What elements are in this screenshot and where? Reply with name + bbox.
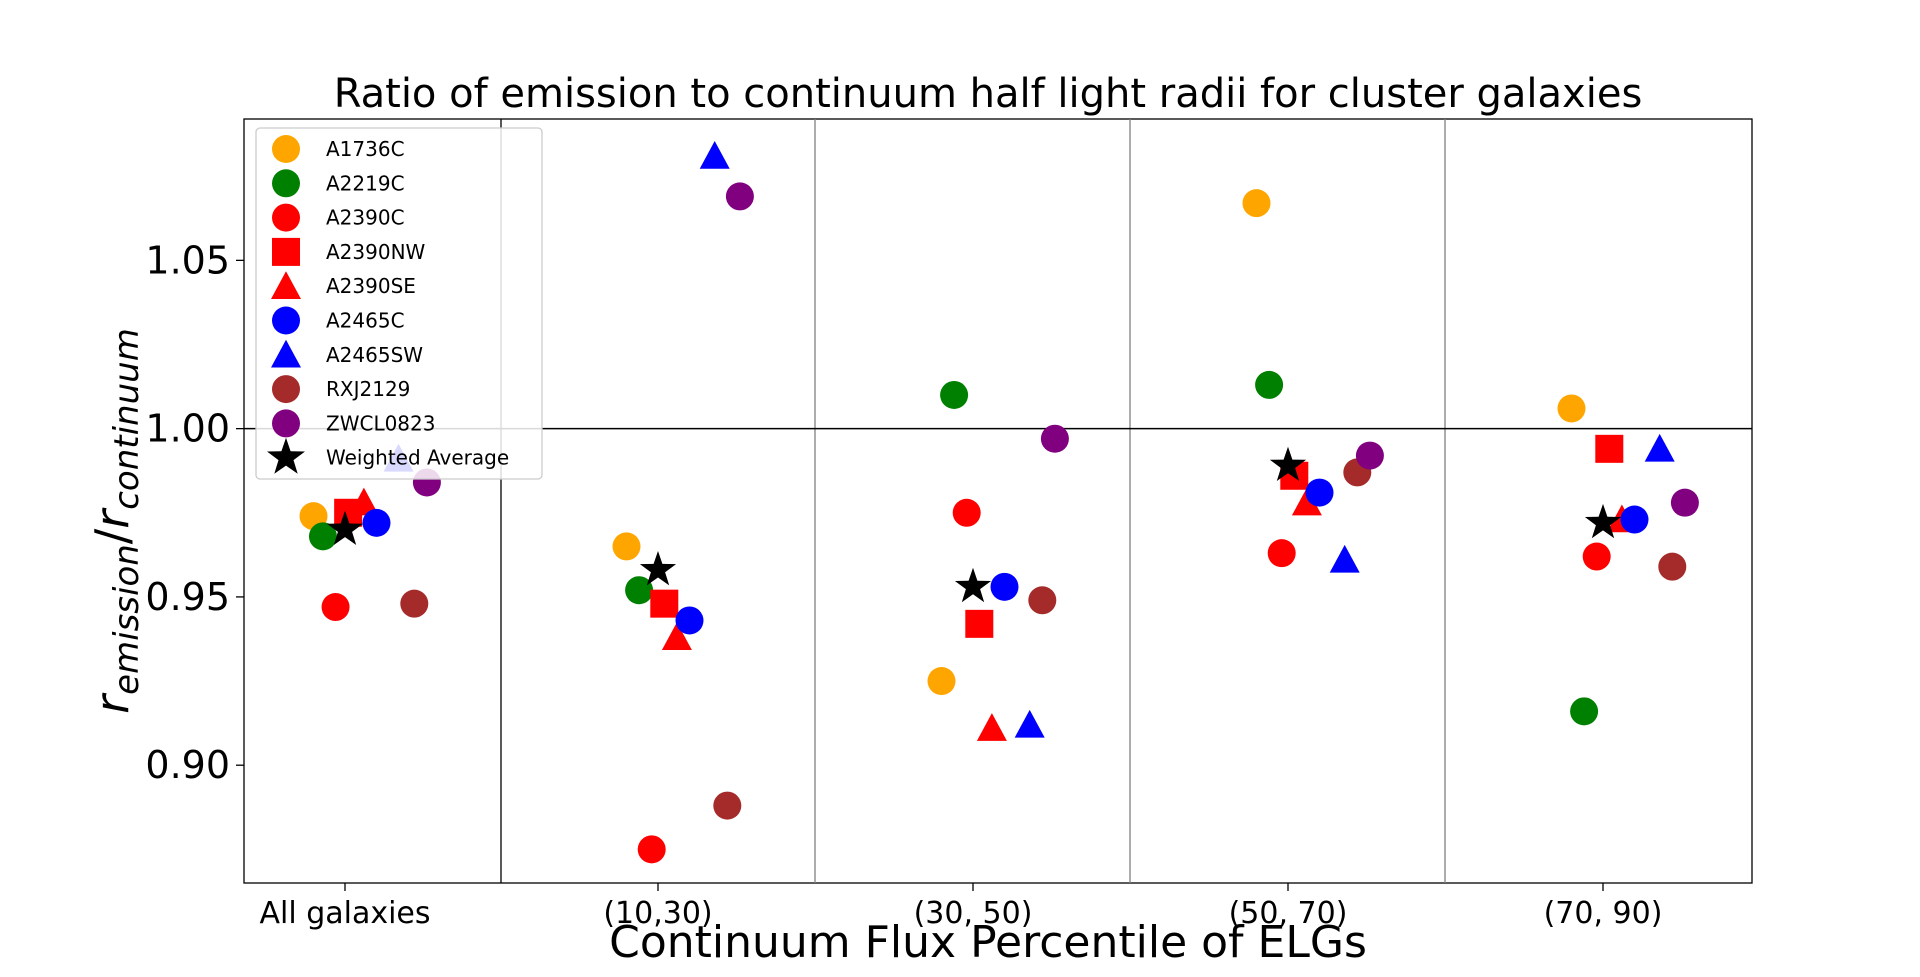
x-axis: All galaxies (10,30) (30, 50) (50, 70) (70, … bbox=[259, 883, 1662, 931]
y-axis-label: remission/rcontinuum bbox=[85, 328, 147, 714]
point-a2390nw bbox=[965, 609, 994, 638]
legend: A1736C A2219C A2390C A2390NW A2390SE A2465C A2… bbox=[255, 127, 543, 480]
y-tick-label: 1.05 bbox=[145, 238, 230, 282]
legend-label: ZWCL0823 bbox=[326, 411, 435, 435]
point-a1736c bbox=[612, 532, 641, 561]
point-a2390c bbox=[1582, 542, 1611, 571]
legend-box bbox=[255, 127, 543, 480]
point-a2465sw bbox=[699, 141, 730, 169]
point-a2219c bbox=[940, 380, 969, 409]
point-a1736c bbox=[1557, 394, 1586, 423]
legend-label: A2465C bbox=[326, 309, 405, 333]
legend-label: A2390C bbox=[326, 206, 405, 230]
point-a2465sw bbox=[1329, 544, 1360, 573]
x-axis-label: Continuum Flux Percentile of ELGs bbox=[609, 917, 1367, 968]
point-a2390c bbox=[952, 498, 981, 527]
point-a2219c bbox=[1255, 370, 1284, 399]
y-axis: 0.90 0.95 1.00 1.05 bbox=[145, 238, 244, 787]
point-a1736c bbox=[1242, 189, 1271, 218]
point-a2219c bbox=[308, 522, 337, 551]
chart-title: Ratio of emission to continuum half ligh… bbox=[334, 71, 1643, 117]
point-a2390se bbox=[348, 487, 379, 516]
legend-marker bbox=[272, 135, 300, 163]
point-a2219c bbox=[625, 576, 654, 605]
point-a2465c bbox=[675, 606, 704, 635]
point-rxj2129 bbox=[1028, 586, 1057, 615]
point-zwcl0823 bbox=[1670, 488, 1699, 517]
y-axis-label-sub1: emission bbox=[107, 544, 147, 695]
point-a2390c bbox=[321, 593, 350, 622]
legend-marker bbox=[272, 306, 300, 335]
y-tick-label: 0.90 bbox=[145, 743, 230, 787]
point-zwcl0823 bbox=[725, 182, 754, 211]
y-axis-label-sub2: continuum bbox=[107, 328, 147, 510]
point-rxj2129 bbox=[713, 791, 742, 820]
data-points bbox=[299, 141, 1699, 864]
point-a2465sw bbox=[1644, 433, 1675, 462]
point-zwcl0823 bbox=[1355, 441, 1384, 470]
point-weighted-average bbox=[1584, 503, 1622, 539]
legend-marker bbox=[272, 203, 300, 232]
x-tick-label: (70, 90) bbox=[1544, 896, 1663, 931]
point-a2465sw bbox=[1014, 709, 1045, 738]
legend-label: Weighted Average bbox=[326, 446, 509, 470]
y-tick-label: 1.00 bbox=[145, 407, 230, 451]
legend-label: A1736C bbox=[326, 137, 405, 161]
point-a2390se bbox=[661, 622, 692, 651]
point-zwcl0823 bbox=[1040, 424, 1069, 453]
point-a2465c bbox=[362, 508, 391, 537]
legend-label: A2465SW bbox=[326, 343, 423, 367]
point-weighted-average bbox=[954, 567, 992, 603]
point-a2219c bbox=[1570, 697, 1599, 726]
legend-marker bbox=[272, 409, 300, 438]
y-axis-label-base: r bbox=[85, 692, 139, 714]
point-a2390se bbox=[1291, 487, 1322, 516]
legend-label: A2390SE bbox=[326, 274, 416, 298]
y-axis-label-base2: r bbox=[85, 507, 139, 529]
point-a2465c bbox=[1305, 478, 1334, 507]
x-tick-label: (10,30) bbox=[603, 896, 712, 931]
legend-marker bbox=[272, 237, 300, 266]
point-a2390c bbox=[637, 835, 666, 864]
point-a2465c bbox=[1620, 505, 1649, 534]
legend-marker bbox=[271, 271, 301, 299]
y-tick-label: 0.95 bbox=[145, 575, 230, 619]
point-a2390nw bbox=[1595, 434, 1624, 463]
legend-marker bbox=[272, 375, 300, 404]
point-a2390c bbox=[1267, 539, 1296, 568]
point-a1736c bbox=[927, 667, 956, 696]
point-a2390nw bbox=[650, 589, 679, 618]
x-tick-label: (30, 50) bbox=[914, 896, 1033, 931]
legend-marker bbox=[272, 169, 300, 198]
legend-marker bbox=[271, 339, 301, 368]
point-rxj2129 bbox=[1658, 552, 1687, 581]
point-weighted-average bbox=[326, 510, 364, 545]
legend-label: RXJ2129 bbox=[326, 377, 410, 401]
legend-label: A2219C bbox=[326, 171, 405, 195]
point-rxj2129 bbox=[400, 589, 429, 618]
point-a2390se bbox=[976, 713, 1007, 741]
point-weighted-average bbox=[639, 551, 677, 586]
point-a2465c bbox=[990, 572, 1019, 601]
legend-marker bbox=[267, 437, 305, 474]
x-tick-label: All galaxies bbox=[259, 896, 430, 931]
legend-label: A2390NW bbox=[326, 240, 426, 264]
y-axis-label-slash: / bbox=[85, 528, 139, 544]
point-weighted-average bbox=[1269, 446, 1307, 481]
x-tick-label: (50, 70) bbox=[1229, 896, 1348, 931]
